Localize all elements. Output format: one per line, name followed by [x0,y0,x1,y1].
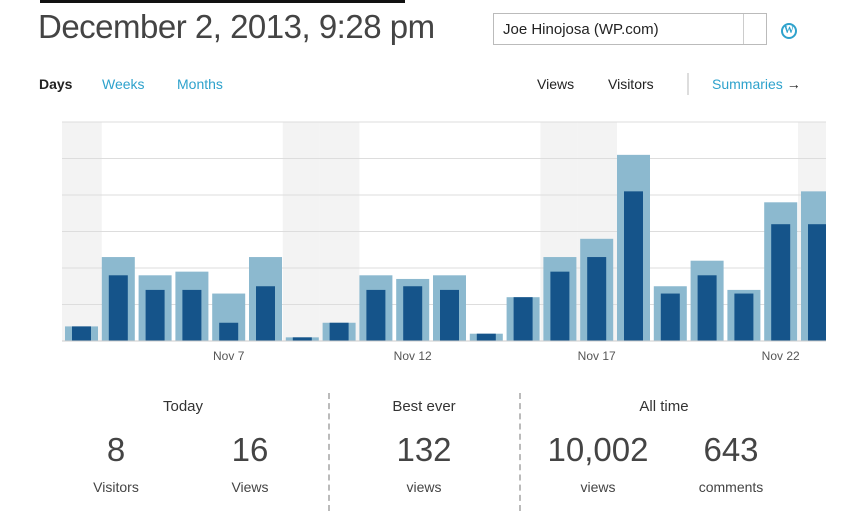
visitors-bar [587,257,607,341]
visitors-bar [513,297,533,341]
top-border [40,0,405,3]
visitors-bar [734,293,754,341]
summaries-link[interactable]: Summaries → [712,76,801,92]
divider [328,393,330,511]
divider [519,393,521,511]
visitors-bar [476,333,496,341]
today-views-value: 16 [231,431,269,468]
toggle-views[interactable]: Views [537,76,575,92]
arrow-right-icon: → [786,76,801,92]
visitors-bar [403,286,423,341]
visitors-bar [72,326,91,341]
today-visitors-value: 8 [106,431,126,468]
visitors-bar [624,191,643,341]
x-tick-label: Nov 17 [578,349,616,363]
site-select[interactable]: Joe Hinojosa (WP.com) [493,13,767,45]
toggle-visitors[interactable]: Visitors [608,76,654,92]
today-views-label: Views [231,479,269,495]
x-tick-label: Nov 22 [762,349,800,363]
tab-weeks[interactable]: Weeks [102,76,145,92]
site-select-value: Joe Hinojosa (WP.com) [503,21,659,38]
visitors-bar [771,224,791,341]
select-arrow[interactable] [743,14,766,44]
x-tick-label: Nov 12 [394,349,432,363]
visitors-bar [329,322,349,341]
all-time-views-value: 10,002 [547,431,649,468]
best-ever-value: 132 [396,431,452,468]
tab-months[interactable]: Months [177,76,223,92]
visitors-bar [219,322,239,341]
tab-days[interactable]: Days [39,76,73,92]
visitors-bar [145,289,165,341]
divider [687,73,689,95]
visitors-bar [292,337,312,341]
visitors-bar [808,224,826,341]
visitors-bar [182,289,202,341]
page-title: December 2, 2013, 9:28 pm [38,8,435,45]
summaries-label: Summaries [712,76,783,92]
visitors-bar [256,286,275,341]
x-tick-label: Nov 7 [213,349,245,363]
stats-chart: Nov 7 Nov 12 Nov 17 Nov 22 [62,121,826,363]
today-visitors-label: Visitors [93,479,139,495]
today-heading: Today [162,398,204,415]
visitors-bar [660,293,680,341]
best-ever-label: views [406,479,442,495]
visitors-bar [108,275,128,341]
best-ever-heading: Best ever [392,398,456,415]
visitors-bar [366,289,386,341]
all-time-comments-value: 643 [703,431,759,468]
wordpress-logo-icon[interactable]: W [781,23,797,39]
all-time-comments-label: comments [698,479,764,495]
visitors-bar [440,289,459,341]
visitors-bar [550,271,570,341]
visitors-bar [697,275,717,341]
all-time-heading: All time [639,398,689,415]
all-time-views-label: views [580,479,616,495]
